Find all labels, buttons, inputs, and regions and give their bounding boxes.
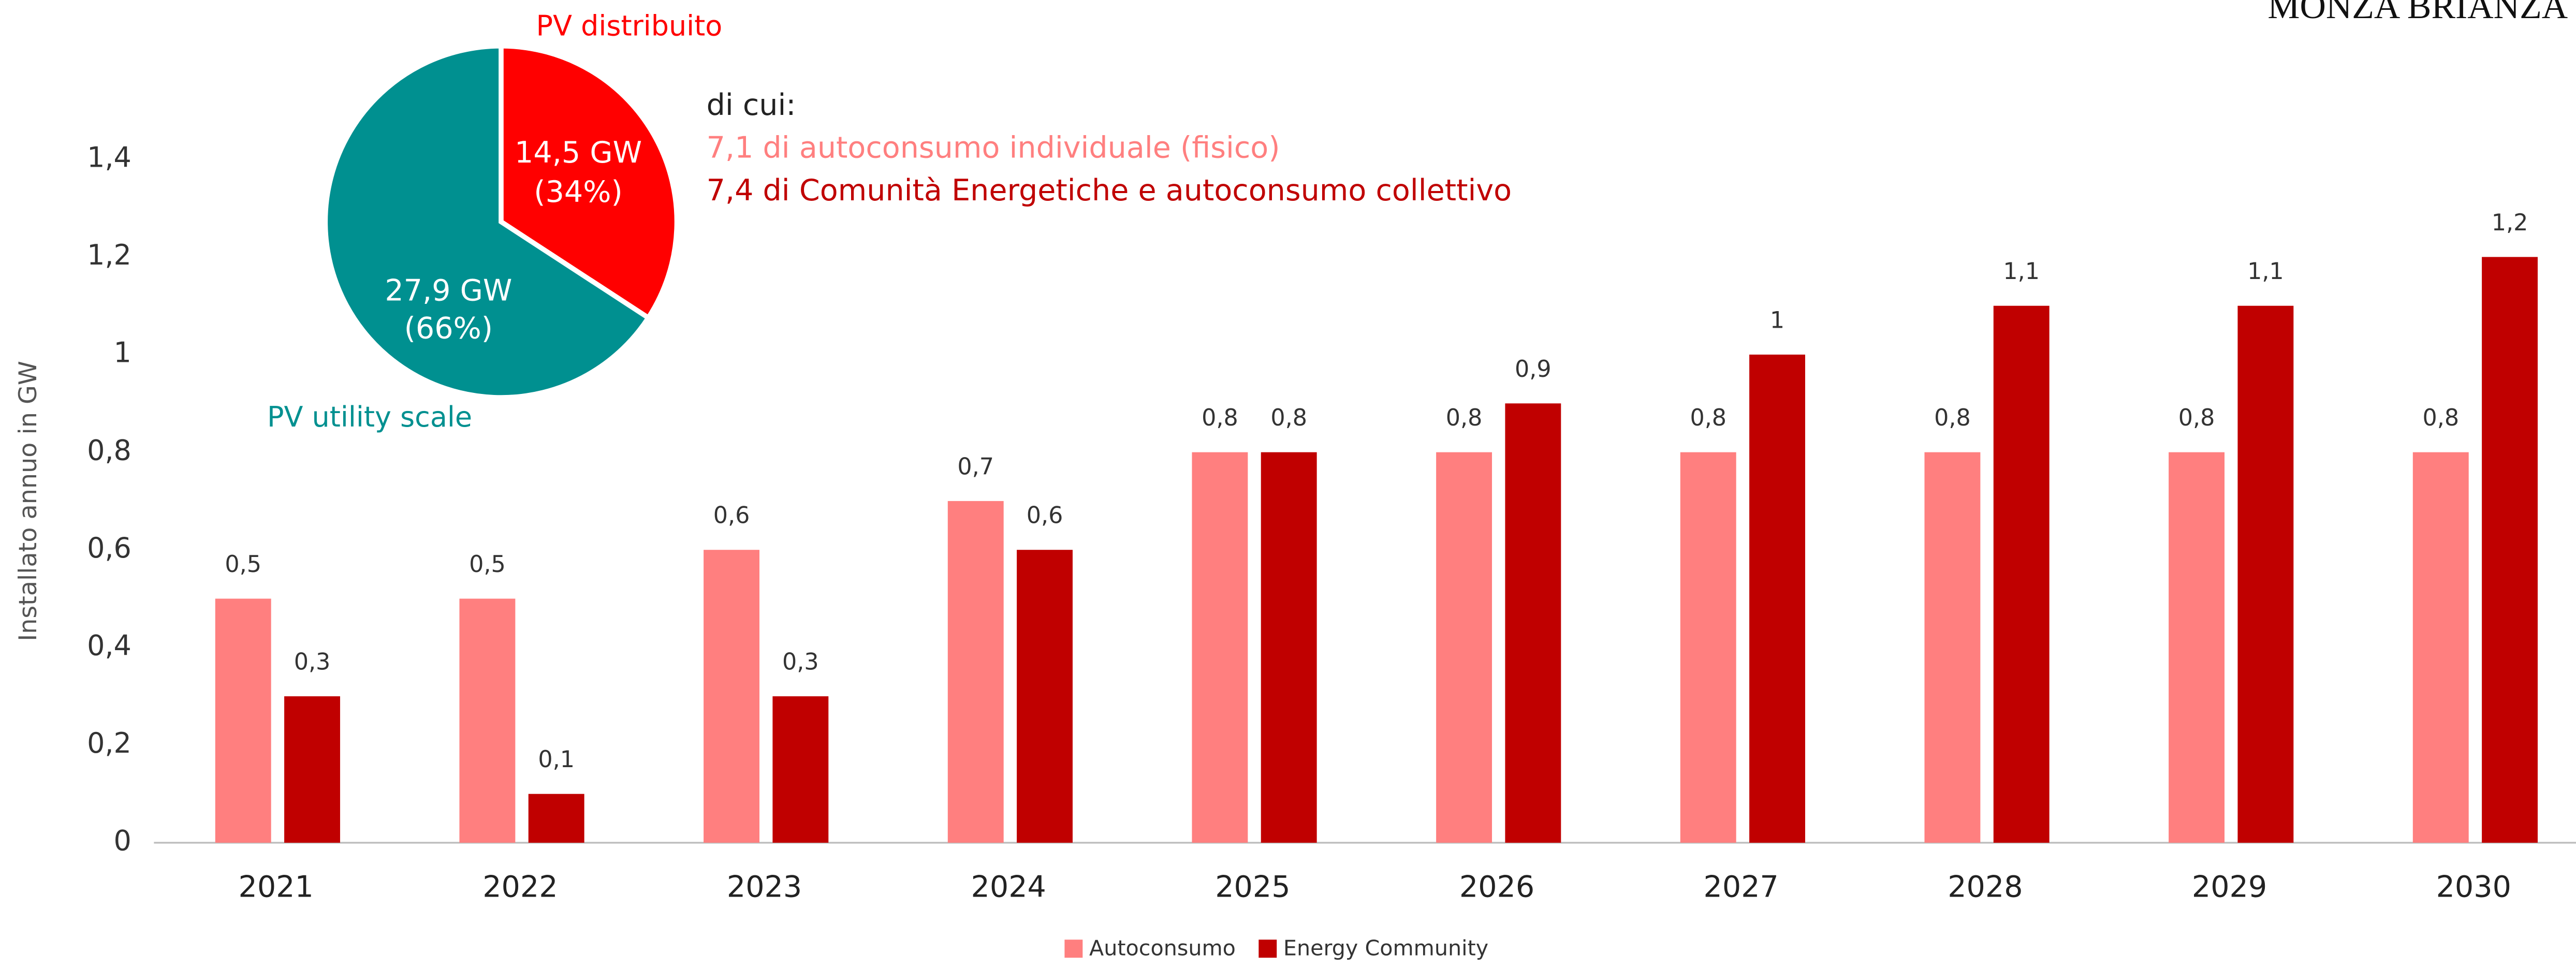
slice-name: PV distribuito — [536, 10, 723, 42]
legend-label: Autoconsumo — [1089, 935, 1236, 960]
annotation: 7,4 di Comunità Energetiche e autoconsum… — [707, 173, 1512, 208]
bar — [2169, 452, 2225, 843]
bar — [772, 696, 829, 843]
bar — [215, 598, 271, 843]
y-axis-title: Installato annuo in GW — [14, 361, 42, 641]
data-label: 0,8 — [2178, 405, 2215, 431]
data-label: 1 — [1770, 307, 1784, 334]
data-label: 0,8 — [1270, 405, 1307, 431]
bar — [2482, 257, 2538, 843]
bar — [1436, 452, 1492, 843]
pie-slice — [323, 43, 652, 400]
data-label: 0,8 — [1202, 405, 1238, 431]
data-label: 0,9 — [1515, 356, 1552, 383]
x-tick-label: 2021 — [239, 870, 314, 904]
bar — [704, 550, 760, 843]
x-tick-label: 2028 — [1948, 870, 2023, 904]
bar — [459, 598, 516, 843]
legend-swatch — [1064, 940, 1083, 958]
data-label: 0,6 — [1027, 503, 1063, 529]
x-tick-label: 2023 — [727, 870, 802, 904]
bar — [528, 794, 584, 843]
bar — [1924, 452, 1981, 843]
bar — [1192, 452, 1248, 843]
y-tick-label: 0,8 — [87, 434, 131, 466]
data-label: 1,2 — [2492, 210, 2528, 236]
data-label: 0,8 — [1690, 405, 1726, 431]
data-label: 0,8 — [1446, 405, 1483, 431]
data-label: 0,1 — [538, 746, 575, 773]
bar — [2412, 452, 2469, 843]
bar — [947, 501, 1004, 843]
data-label: 1,1 — [2003, 258, 2040, 285]
data-label: 0,3 — [294, 649, 331, 676]
slice-share-label: (66%) — [404, 311, 493, 345]
data-label: 0,6 — [713, 503, 750, 529]
annotation: 7,1 di autoconsumo individuale (fisico) — [707, 130, 1280, 165]
x-tick-label: 2029 — [2192, 870, 2267, 904]
bar — [1749, 355, 1805, 843]
data-label: 0,5 — [469, 551, 506, 578]
y-tick-label: 1,2 — [87, 239, 131, 271]
bar — [1993, 305, 2050, 843]
legend-label: Energy Community — [1283, 935, 1488, 960]
annotation: di cui: — [707, 88, 796, 122]
bar — [1017, 550, 1073, 843]
x-tick-label: 2030 — [2436, 870, 2511, 904]
data-label: 0,7 — [957, 453, 994, 480]
x-tick-label: 2024 — [971, 870, 1046, 904]
y-tick-label: 0 — [114, 825, 131, 857]
y-tick-label: 1 — [114, 336, 131, 369]
logo-text: MONZA BRIANZA — [2267, 0, 2568, 26]
slice-name: PV utility scale — [267, 401, 472, 433]
x-tick-label: 2025 — [1215, 870, 1290, 904]
x-tick-label: 2026 — [1459, 870, 1534, 904]
bar — [284, 696, 340, 843]
y-tick-label: 0,2 — [87, 727, 131, 759]
x-tick-label: 2022 — [482, 870, 558, 904]
legend-swatch — [1258, 940, 1277, 958]
data-label: 0,8 — [2422, 405, 2459, 431]
slice-value-label: 14,5 GW — [515, 136, 642, 170]
x-tick-label: 2027 — [1704, 870, 1779, 904]
y-tick-label: 0,6 — [87, 532, 131, 564]
y-tick-label: 0,4 — [87, 629, 131, 662]
slice-value-label: 27,9 GW — [385, 274, 512, 308]
bar — [1680, 452, 1736, 843]
slice-share-label: (34%) — [534, 175, 623, 209]
data-label: 0,3 — [782, 649, 819, 676]
bar — [1261, 452, 1317, 843]
data-label: 0,5 — [225, 551, 261, 578]
bar — [2237, 305, 2294, 843]
y-tick-label: 1,4 — [87, 141, 131, 173]
bar — [1505, 403, 1561, 843]
data-label: 1,1 — [2247, 258, 2284, 285]
data-label: 0,8 — [1934, 405, 1971, 431]
